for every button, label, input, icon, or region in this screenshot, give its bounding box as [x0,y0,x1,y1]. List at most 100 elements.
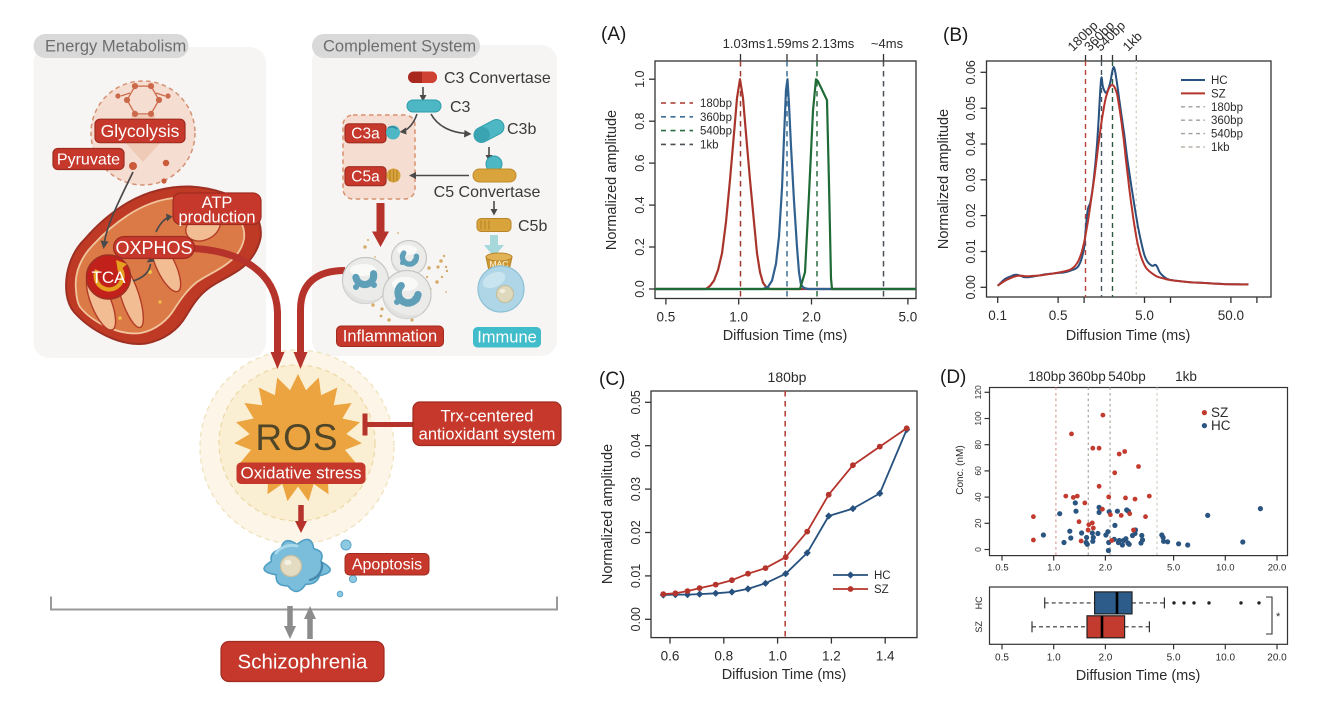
svg-text:(D): (D) [940,367,966,388]
svg-text:0.01: 0.01 [964,239,978,263]
svg-text:1kb: 1kb [1211,142,1230,154]
svg-text:100: 100 [973,411,983,425]
svg-text:Trx-centered: Trx-centered [441,408,534,426]
svg-text:0.05: 0.05 [629,390,643,414]
svg-text:0.01: 0.01 [629,564,643,588]
svg-text:1.0: 1.0 [1047,563,1060,574]
svg-text:20: 20 [973,518,983,528]
svg-text:360bp: 360bp [1068,369,1106,384]
svg-text:Glycolysis: Glycolysis [101,121,180,141]
svg-text:C3: C3 [450,99,471,116]
svg-text:0.03: 0.03 [629,477,643,501]
svg-text:Apoptosis: Apoptosis [352,557,422,574]
svg-text:HC: HC [1211,418,1231,433]
svg-text:0.5: 0.5 [657,310,676,325]
svg-text:Oxidative stress: Oxidative stress [241,464,362,483]
svg-text:Schizophrenia: Schizophrenia [238,651,369,674]
svg-text:Normalized amplitude: Normalized amplitude [936,109,952,249]
svg-text:80: 80 [973,440,983,450]
svg-text:Diffusion Time (ms): Diffusion Time (ms) [722,667,847,683]
svg-text:ATP: ATP [202,194,233,212]
svg-text:C5 Convertase: C5 Convertase [434,184,541,201]
svg-text:0.1: 0.1 [988,308,1007,323]
svg-text:SZ: SZ [974,621,984,633]
svg-text:1kb: 1kb [1175,369,1197,384]
svg-text:SZ: SZ [1211,88,1226,100]
svg-text:0.05: 0.05 [964,96,978,120]
svg-text:Diffusion Time (ms): Diffusion Time (ms) [723,328,848,344]
svg-text:Immune: Immune [477,329,537,347]
svg-text:Inflammation: Inflammation [343,328,437,346]
svg-text:production: production [178,209,255,227]
svg-text:0.5: 0.5 [995,563,1008,574]
svg-text:(C): (C) [599,369,625,390]
svg-text:180bp: 180bp [1211,102,1243,114]
svg-text:1.0: 1.0 [768,649,787,664]
svg-text:ROS: ROS [255,417,338,458]
svg-text:180bp: 180bp [768,369,807,385]
svg-text:1.59ms: 1.59ms [766,36,809,51]
svg-text:0.03: 0.03 [964,168,978,192]
svg-text:0.6: 0.6 [661,649,680,664]
svg-text:Conc. (nM): Conc. (nM) [955,445,966,494]
svg-text:0: 0 [973,547,983,552]
svg-text:Diffusion Time (ms): Diffusion Time (ms) [1066,328,1191,344]
svg-text:C5a: C5a [351,169,380,186]
svg-text:2.0: 2.0 [1099,563,1112,574]
svg-text:C5b: C5b [518,218,547,235]
svg-text:C3 Convertase: C3 Convertase [444,70,551,87]
svg-text:180bp: 180bp [1028,369,1066,384]
svg-text:TCA: TCA [92,268,127,287]
svg-text:0.02: 0.02 [629,520,643,544]
svg-text:0.4: 0.4 [633,196,647,213]
svg-text:Normalized amplitude: Normalized amplitude [600,444,616,584]
svg-text:1.03ms: 1.03ms [723,36,766,51]
svg-text:antioxidant system: antioxidant system [419,426,556,444]
svg-text:540bp: 540bp [1108,369,1146,384]
svg-text:0.8: 0.8 [714,649,733,664]
svg-text:0.04: 0.04 [964,132,978,156]
svg-text:(B): (B) [943,25,968,46]
svg-text:MAC: MAC [490,259,509,269]
svg-text:(A): (A) [601,24,626,45]
svg-text:5.0: 5.0 [1167,563,1180,574]
svg-text:2.0: 2.0 [1098,652,1112,663]
svg-text:5.0: 5.0 [1135,308,1154,323]
svg-text:5.0: 5.0 [899,310,918,325]
svg-text:SZ: SZ [874,584,889,596]
svg-text:0.6: 0.6 [633,154,647,171]
svg-text:10.0: 10.0 [1216,563,1235,574]
svg-text:0.06: 0.06 [964,60,978,84]
svg-text:540bp: 540bp [1211,129,1243,141]
svg-text:Normalized amplitude: Normalized amplitude [604,110,620,250]
svg-text:HC: HC [874,570,891,582]
svg-text:0.5: 0.5 [1049,308,1068,323]
svg-text:0.00: 0.00 [964,275,978,299]
svg-text:1.2: 1.2 [822,649,841,664]
svg-text:540bp: 540bp [700,126,732,138]
svg-text:2.13ms: 2.13ms [812,36,855,51]
svg-text:0.00: 0.00 [629,607,643,631]
svg-text:Diffusion Time (ms): Diffusion Time (ms) [1076,668,1201,684]
svg-text:0.02: 0.02 [964,203,978,227]
svg-text:50.0: 50.0 [1218,308,1244,323]
svg-text:20.0: 20.0 [1268,563,1287,574]
svg-text:2.0: 2.0 [802,310,821,325]
svg-text:Energy Metabolism: Energy Metabolism [45,38,186,56]
svg-text:1.4: 1.4 [876,649,895,664]
svg-text:1kb: 1kb [700,139,719,151]
svg-text:5.0: 5.0 [1167,652,1181,663]
svg-text:10.0: 10.0 [1216,652,1236,663]
svg-text:180bp: 180bp [700,98,732,110]
svg-text:C3a: C3a [351,126,380,143]
svg-text:0.2: 0.2 [633,238,647,255]
svg-text:*: * [1276,611,1281,623]
svg-text:120: 120 [973,385,983,399]
svg-text:1.0: 1.0 [633,70,647,87]
svg-text:20.0: 20.0 [1267,652,1287,663]
svg-text:360bp: 360bp [1211,115,1243,127]
svg-text:360bp: 360bp [700,112,732,124]
svg-text:1.0: 1.0 [729,310,748,325]
svg-text:Pyruvate: Pyruvate [57,152,120,169]
svg-text:60: 60 [973,466,983,476]
